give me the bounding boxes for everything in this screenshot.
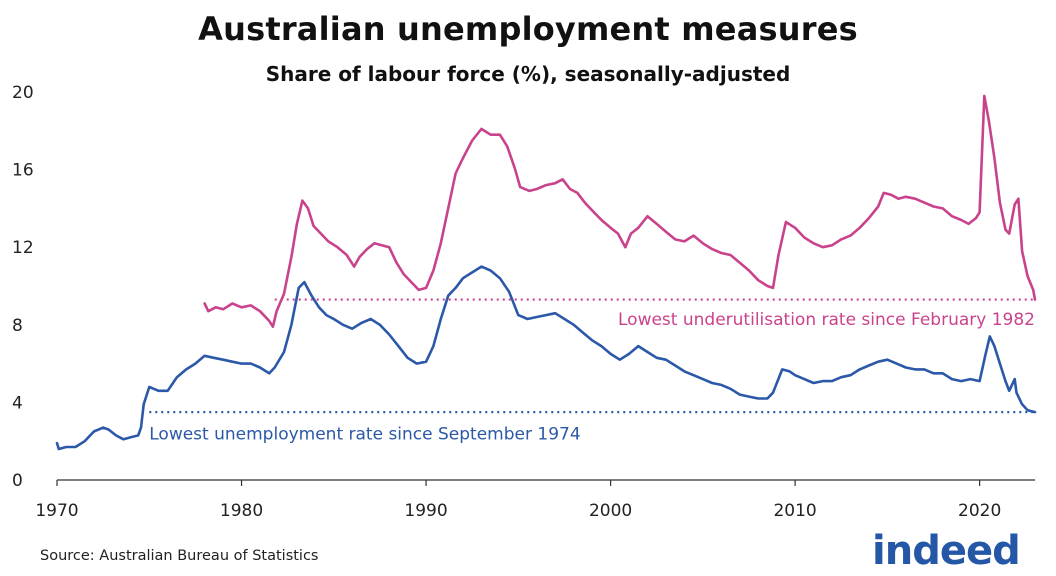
- y-tick-label: 0: [12, 471, 23, 491]
- annotation-unemployment: Lowest unemployment rate since September…: [149, 424, 580, 444]
- annotation-underutilisation: Lowest underutilisation rate since Febru…: [618, 310, 1035, 330]
- y-tick-label: 8: [12, 316, 23, 336]
- y-tick-label: 20: [12, 83, 34, 103]
- x-tick-label: 2020: [958, 501, 1001, 521]
- chart-subtitle: Share of labour force (%), seasonally-ad…: [265, 62, 791, 86]
- chart-title: Australian unemployment measures: [198, 10, 858, 48]
- source-note: Source: Australian Bureau of Statistics: [40, 548, 319, 564]
- x-tick-label: 1970: [35, 501, 78, 521]
- x-tick-label: 1980: [220, 501, 263, 521]
- y-tick-label: 4: [12, 393, 23, 413]
- x-tick-label: 1990: [404, 501, 447, 521]
- x-tick-label: 2010: [773, 501, 816, 521]
- y-tick-label: 16: [12, 161, 34, 181]
- y-tick-label: 12: [12, 238, 34, 258]
- x-tick-label: 2000: [589, 501, 632, 521]
- series-line-underutilisation: [203, 94, 1037, 328]
- series-line-unemployment: [55, 265, 1037, 451]
- indeed-logo: indeed: [872, 528, 1021, 574]
